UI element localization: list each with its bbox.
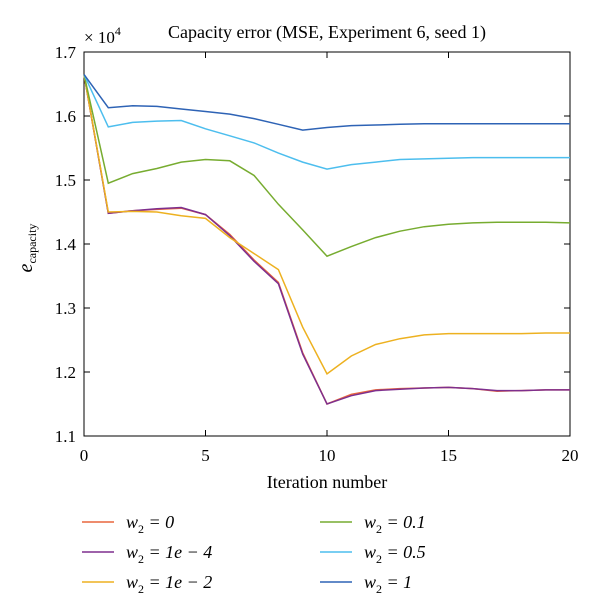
y-label-base: e [15, 263, 37, 272]
legend-subscript: 2 [138, 552, 144, 566]
y-tick-label: 1.7 [55, 43, 77, 62]
series-lines [83, 73, 571, 405]
chart-title: Capacity error (MSE, Experiment 6, seed … [168, 22, 486, 43]
legend-label-1: w2 = 0 [126, 512, 174, 536]
plot-area [83, 51, 571, 437]
x-axis-ticks: 0 5 10 15 20 [80, 52, 579, 465]
x-tick-label: 5 [201, 446, 210, 465]
series-line-6 [83, 73, 570, 131]
y-tick-label: 1.5 [55, 171, 76, 190]
legend-value: = 0.5 [382, 542, 426, 562]
legend-subscript: 2 [376, 582, 382, 596]
y-multiplier-base: × 10 [84, 28, 115, 47]
legend-value: = 0.1 [382, 512, 426, 532]
y-tick-label: 1.2 [55, 363, 76, 382]
series-line-3 [83, 74, 570, 376]
series-line-5 [83, 74, 570, 170]
y-axis-multiplier: × 104 [84, 24, 121, 47]
x-tick-label: 0 [80, 446, 89, 465]
y-tick-label: 1.4 [55, 235, 77, 254]
y-multiplier-exponent: 4 [115, 24, 121, 38]
y-axis-ticks: 1.1 1.2 1.3 1.4 1.5 1.6 1.7 [55, 43, 570, 446]
y-tick-label: 1.3 [55, 299, 76, 318]
legend-var: w [364, 512, 376, 532]
legend-var: w [126, 512, 138, 532]
y-label-subscript: capacity [25, 224, 39, 264]
series-line-4 [83, 74, 571, 258]
y-tick-label: 1.1 [55, 427, 76, 446]
legend-var: w [126, 542, 138, 562]
legend: w2 = 0w2 = 1e − 4w2 = 1e − 2w2 = 0.1w2 =… [82, 512, 426, 596]
legend-label-3: w2 = 1e − 2 [126, 572, 212, 596]
legend-subscript: 2 [138, 522, 144, 536]
y-tick-label: 1.6 [55, 107, 76, 126]
x-axis-label: Iteration number [267, 472, 387, 492]
legend-var: w [364, 572, 376, 592]
legend-label-2: w2 = 1e − 4 [126, 542, 212, 566]
legend-subscript: 2 [138, 582, 144, 596]
y-axis-label: ecapacity [15, 224, 39, 273]
legend-var: w [126, 572, 138, 592]
x-tick-label: 15 [440, 446, 457, 465]
legend-var: w [364, 542, 376, 562]
legend-label-4: w2 = 0.1 [364, 512, 426, 536]
series-line-2 [83, 74, 570, 405]
legend-subscript: 2 [376, 552, 382, 566]
legend-label-5: w2 = 0.5 [364, 542, 426, 566]
legend-value: = 1 [382, 572, 412, 592]
x-tick-label: 10 [319, 446, 336, 465]
legend-value: = 1e − 2 [144, 572, 212, 592]
x-tick-label: 20 [562, 446, 579, 465]
legend-value: = 1e − 4 [144, 542, 212, 562]
legend-label-6: w2 = 1 [364, 572, 412, 596]
legend-subscript: 2 [376, 522, 382, 536]
legend-value: = 0 [144, 512, 174, 532]
